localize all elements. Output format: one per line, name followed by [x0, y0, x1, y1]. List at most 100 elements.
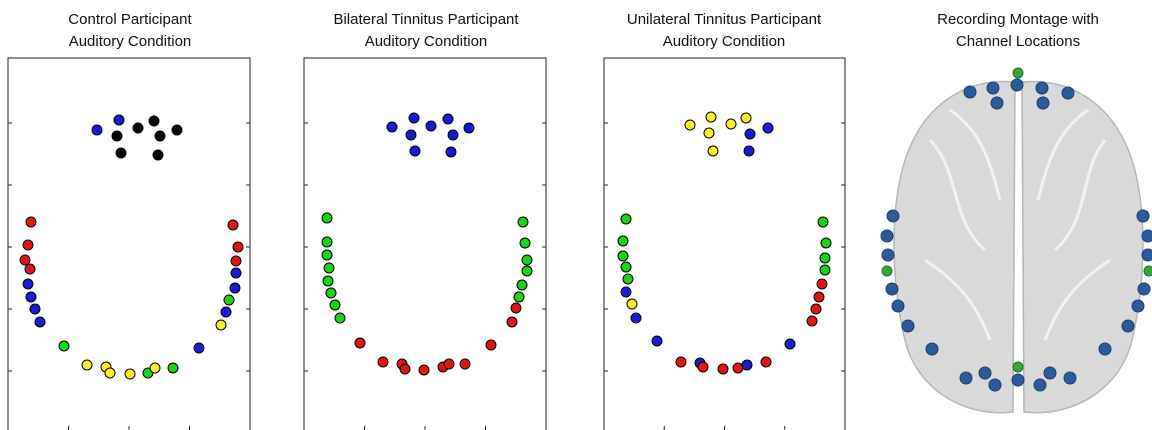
figure: Control Participant Auditory Condition B…	[0, 0, 1152, 430]
channel-dot	[882, 266, 892, 276]
channel-dot	[59, 341, 69, 351]
channel-dot	[30, 304, 40, 314]
channel-dot	[987, 82, 999, 94]
channel-dot	[621, 214, 631, 224]
channel-dot	[881, 230, 893, 242]
channel-dot	[742, 360, 752, 370]
channel-dot	[20, 255, 30, 265]
channel-dot	[168, 363, 178, 373]
channel-dot	[233, 242, 243, 252]
channel-dot	[419, 365, 429, 375]
channel-dot	[520, 238, 530, 248]
channel-dot	[820, 253, 830, 263]
channel-dot	[26, 292, 36, 302]
channel-dot	[172, 125, 182, 135]
channel-dot	[1144, 266, 1152, 276]
channel-dot	[979, 367, 991, 379]
channel-dot	[1036, 82, 1048, 94]
channel-dot	[35, 317, 45, 327]
control-channels	[20, 115, 243, 379]
channel-dot	[886, 283, 898, 295]
channel-dot	[631, 313, 641, 323]
channel-dot	[745, 129, 755, 139]
channel-dot	[652, 336, 662, 346]
channel-dot	[231, 256, 241, 266]
channel-dot	[1142, 249, 1152, 261]
channel-dot	[517, 280, 527, 290]
channel-dot	[125, 369, 135, 379]
channel-dot	[426, 121, 436, 131]
channel-dot	[23, 240, 33, 250]
channel-dot	[324, 263, 334, 273]
channel-dot	[708, 146, 718, 156]
channel-dot	[1044, 367, 1056, 379]
channel-dot	[507, 317, 517, 327]
channel-dot	[685, 120, 695, 130]
ticks	[8, 123, 845, 430]
channel-dot	[807, 316, 817, 326]
channel-dot	[820, 265, 830, 275]
channel-dot	[811, 304, 821, 314]
channel-dot	[322, 213, 332, 223]
unilateral-channels	[618, 112, 831, 374]
channel-dot	[989, 379, 1001, 391]
channel-dot	[1012, 374, 1024, 386]
channel-dot	[410, 146, 420, 156]
channel-dot	[1142, 230, 1152, 242]
channel-dot	[882, 249, 894, 261]
channel-dot	[230, 283, 240, 293]
channel-dot	[618, 251, 628, 261]
channel-dot	[887, 210, 899, 222]
channel-dot	[406, 130, 416, 140]
channel-dot	[817, 279, 827, 289]
channel-dot	[627, 299, 637, 309]
channel-dot	[514, 292, 524, 302]
channel-dot	[216, 320, 226, 330]
channel-dot	[1062, 87, 1074, 99]
channel-dot	[460, 359, 470, 369]
channel-dot	[964, 86, 976, 98]
channel-dot	[892, 300, 904, 312]
channel-dot	[623, 274, 633, 284]
channel-dot	[522, 255, 532, 265]
channel-dot	[511, 303, 521, 313]
channel-dot	[464, 123, 474, 133]
channel-dot	[960, 372, 972, 384]
channel-dot	[621, 287, 631, 297]
channel-dot	[733, 363, 743, 373]
channel-dot	[1132, 300, 1144, 312]
panel-title: Auditory Condition	[663, 33, 786, 50]
channel-dot	[355, 338, 365, 348]
channel-dot	[706, 112, 716, 122]
channel-dot	[744, 146, 754, 156]
brain-montage	[881, 68, 1152, 413]
channel-dot	[322, 250, 332, 260]
panel-title: Auditory Condition	[365, 33, 488, 50]
panel-title: Recording Montage with	[937, 11, 1099, 28]
channel-dot	[1122, 320, 1134, 332]
channel-dot	[194, 343, 204, 353]
channel-dot	[116, 148, 126, 158]
channel-dot	[761, 357, 771, 367]
channel-dot	[133, 123, 143, 133]
left-hemisphere	[894, 82, 1015, 413]
channel-dot	[155, 131, 165, 141]
channel-dot	[228, 220, 238, 230]
channel-dot	[704, 128, 714, 138]
channel-dot	[1138, 283, 1150, 295]
channel-dot	[448, 130, 458, 140]
channel-dot	[443, 114, 453, 124]
channel-dot	[25, 264, 35, 274]
panel-titles: Control Participant Auditory Condition B…	[68, 11, 1099, 50]
channel-dot	[153, 150, 163, 160]
panel-title: Channel Locations	[956, 33, 1080, 50]
channel-dot	[378, 357, 388, 367]
channel-dot	[1034, 379, 1046, 391]
channel-dot	[1013, 68, 1023, 78]
channel-dot	[818, 217, 828, 227]
channel-dot	[400, 364, 410, 374]
channel-dot	[82, 360, 92, 370]
channel-dot	[726, 119, 736, 129]
channel-dot	[322, 237, 332, 247]
channel-dot	[522, 266, 532, 276]
